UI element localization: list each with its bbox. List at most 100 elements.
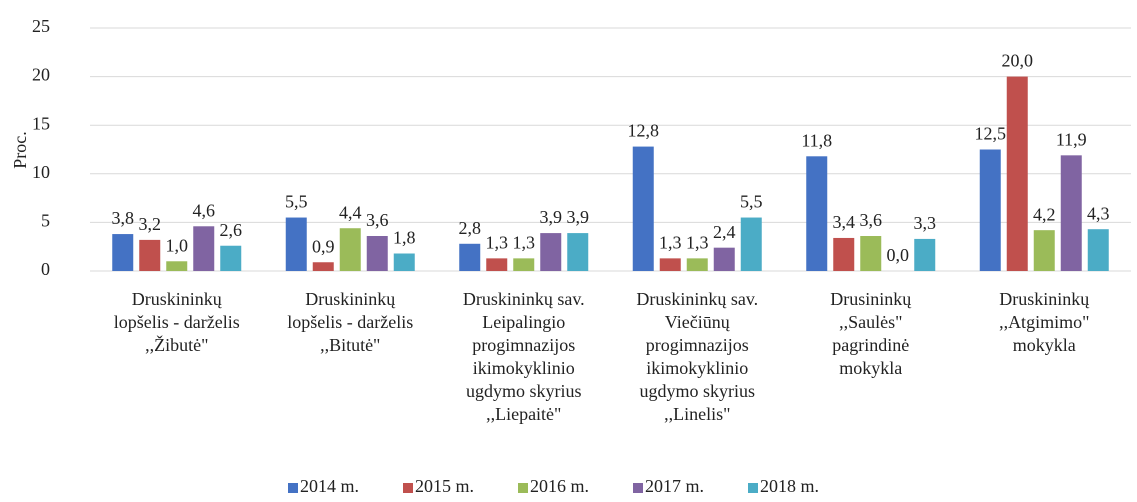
legend-label: 2017 m. [645,476,704,496]
data-label: 11,9 [1056,129,1087,149]
y-tick-label: 0 [41,259,50,279]
x-tick-label: mokykla [839,358,902,378]
bar [540,233,562,271]
x-tick-label: Viečiūnų [665,312,731,332]
data-label: 2,8 [459,218,482,238]
x-tick-label: Leipalingio [482,312,565,332]
y-tick-label: 10 [32,162,50,182]
x-tick-label: ugdymo skyrius [466,381,582,401]
bar [713,247,735,271]
data-label: 11,8 [801,130,832,150]
data-label: 1,0 [166,235,189,255]
x-tick-label: ,,Atgimimo" [999,312,1089,332]
x-tick-label: lopšelis - darželis [287,312,413,332]
legend-swatch [288,483,298,493]
y-tick-label: 5 [41,211,50,231]
data-label: 20,0 [1002,51,1034,71]
data-label: 3,8 [112,208,135,228]
data-label: 3,9 [567,207,590,227]
legend-swatch [518,483,528,493]
x-tick-label: ikimokyklinio [646,358,748,378]
data-label: 4,3 [1087,203,1110,223]
x-tick-label: progimnazijos [472,335,575,355]
x-tick-label: ,,Žibutė" [145,334,208,355]
legend-label: 2016 m. [530,476,589,496]
data-label: 3,4 [833,212,856,232]
x-tick-label: progimnazijos [646,335,749,355]
bar [833,237,855,271]
y-tick-label: 15 [32,113,50,133]
bar [860,236,882,271]
bar [806,156,828,271]
bar [567,233,589,271]
bar [285,217,307,271]
x-tick-label: ,,Saulės" [839,312,902,332]
x-tick-label: ikimokyklinio [473,358,575,378]
bar [459,243,481,271]
x-tick-label: pagrindinė [832,335,909,355]
legend-swatch [403,483,413,493]
bar [339,228,361,271]
x-tick-label: Drusininkų [830,289,912,309]
x-tick-label: ,,Linelis" [664,404,730,424]
data-label: 3,2 [139,214,162,234]
bar [979,149,1001,271]
data-label: 1,3 [659,232,682,252]
x-tick-label: Druskininkų sav. [636,289,758,309]
x-tick-label: ,,Liepaitė" [486,404,561,424]
bar [740,217,762,271]
x-tick-label: Druskininkų sav. [463,289,585,309]
bar [166,261,188,271]
x-tick-label: ,,Bitutė" [320,335,380,355]
data-label: 5,5 [285,192,308,212]
y-tick-label: 20 [32,65,50,85]
data-label: 3,6 [366,210,389,230]
data-label: 12,5 [975,124,1007,144]
bar [393,253,415,271]
bar [139,239,161,271]
bar [312,262,334,271]
bar [1006,76,1028,271]
data-label: 1,3 [486,232,509,252]
bar [193,226,215,271]
data-label: 0,0 [887,245,910,265]
legend-label: 2015 m. [415,476,474,496]
data-label: 3,9 [540,207,563,227]
data-label: 0,9 [312,236,335,256]
legend-swatch [748,483,758,493]
data-label: 3,3 [914,213,937,233]
bar [220,245,242,271]
bar [1033,230,1055,271]
data-label: 4,6 [193,200,216,220]
y-axis-label: Proc. [10,131,30,169]
bar [486,258,508,271]
y-tick-label: 25 [32,16,50,36]
bar [632,146,654,271]
bar [112,234,134,271]
bar [1087,229,1109,271]
x-tick-label: Druskininkų [305,289,396,309]
bar [914,238,936,271]
data-label: 4,4 [339,202,362,222]
data-label: 1,3 [513,232,536,252]
data-label: 1,3 [686,232,709,252]
bar [513,258,535,271]
x-tick-label: Druskininkų [132,289,223,309]
bar [659,258,681,271]
data-label: 4,2 [1033,204,1056,224]
legend-label: 2018 m. [760,476,819,496]
x-tick-label: lopšelis - darželis [114,312,240,332]
legend-label: 2014 m. [300,476,359,496]
data-label: 3,6 [860,210,883,230]
data-label: 12,8 [628,121,660,141]
data-label: 2,4 [713,222,736,242]
data-label: 5,5 [740,192,763,212]
x-tick-label: Druskininkų [999,289,1090,309]
data-label: 2,6 [220,220,243,240]
bar [366,236,388,271]
x-tick-label: ugdymo skyrius [639,381,755,401]
data-label: 1,8 [393,228,416,248]
x-tick-label: mokykla [1013,335,1076,355]
bar [1060,155,1082,271]
